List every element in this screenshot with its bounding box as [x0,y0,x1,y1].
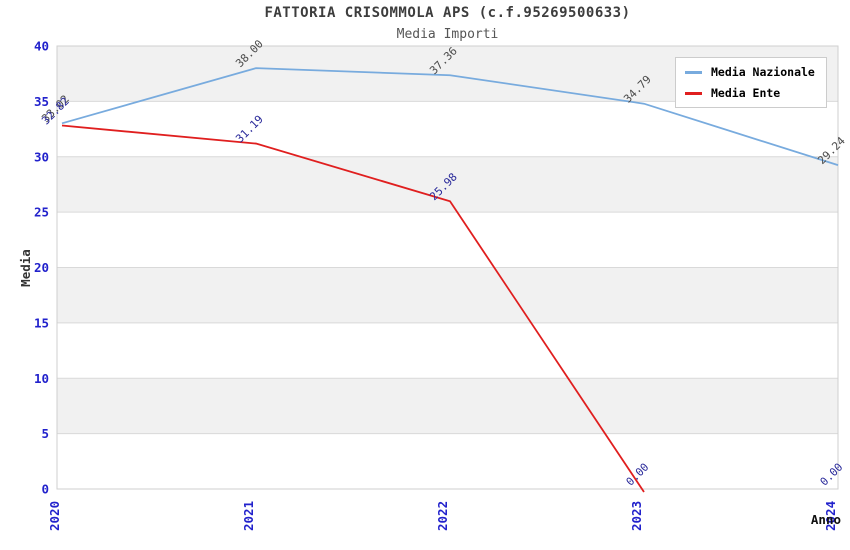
gridlines [57,45,838,490]
legend-label: Media Ente [711,86,781,100]
legend: Media Nazionale Media Ente [675,57,827,108]
x-tick-label: 2020 [47,501,62,531]
plot-frame [56,45,839,490]
line-swatch-icon [685,91,702,95]
chart-subtitle: Media Importi [396,27,499,42]
x-tick-label: 2023 [629,501,644,531]
y-tick-label: 25 [34,205,49,220]
line-swatch-icon [685,70,702,74]
y-tick-label: 10 [34,371,49,386]
series-line-media-nazionale [61,67,839,167]
plot-band [57,322,838,379]
plot-band [57,212,838,268]
plot-band [57,267,838,323]
chart-title: FATTORIA CRISOMMOLA APS (c.f.95269500633… [264,5,631,21]
y-tick-label: 30 [34,149,49,164]
y-tick-label: 35 [34,94,49,109]
y-tick-label: 0 [41,482,49,497]
legend-label: Media Nazionale [711,65,815,79]
x-tick-label: 2022 [435,501,450,531]
plot-band [57,378,838,434]
legend-item-media-ente: Media Ente [685,86,815,100]
y-tick-label: 40 [34,39,49,54]
y-axis-title: Media [18,249,33,287]
y-tick-label: 15 [34,315,49,330]
plot-band [57,101,838,157]
plot-band [57,433,838,489]
y-tick-label: 5 [41,426,49,441]
y-axis-ticks: 0 5 10 15 20 25 30 35 40 [34,39,49,497]
y-tick-label: 20 [34,260,49,275]
x-axis-ticks: 2020 2021 2022 2023 2024 [47,501,838,531]
x-tick-label: 2021 [241,501,256,531]
plot-bands [57,46,838,489]
x-tick-label: 2024 [823,501,838,531]
x-axis-title: Anno [811,512,841,527]
series-line-media-ente [61,124,645,493]
legend-item-media-nazionale: Media Nazionale [685,65,815,79]
plot-band [57,156,838,213]
